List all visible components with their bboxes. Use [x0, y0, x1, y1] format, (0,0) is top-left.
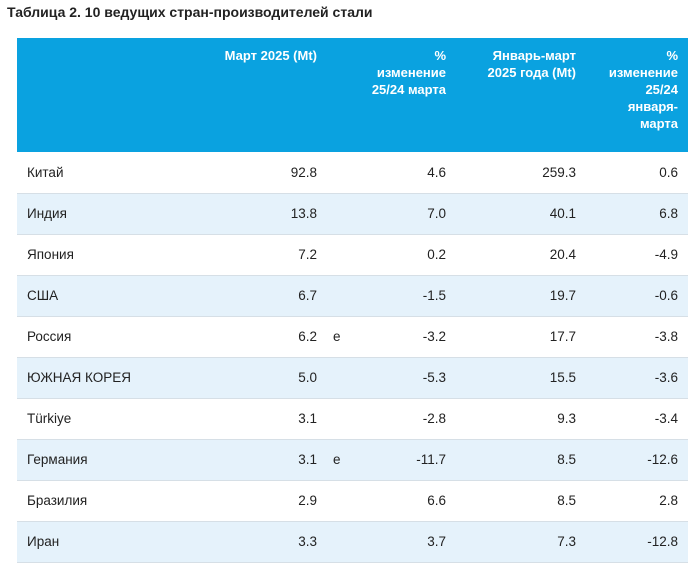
- cell-pct-jan-march: -12.8: [586, 521, 688, 563]
- cell-flag: [327, 480, 359, 522]
- table-caption: Таблица 2. 10 ведущих стран-производител…: [7, 4, 373, 20]
- cell-jan-march: 7.3: [456, 521, 586, 563]
- cell-pct-march: 4.6: [359, 152, 456, 194]
- table-row: США 6.7 -1.5 19.7 -0.6: [17, 275, 688, 317]
- cell-march: 3.3: [177, 521, 327, 563]
- cell-pct-jan-march: 0.6: [586, 152, 688, 194]
- cell-pct-march: 7.0: [359, 193, 456, 235]
- table-row: Бразилия 2.9 6.6 8.5 2.8: [17, 480, 688, 522]
- cell-jan-march: 259.3: [456, 152, 586, 194]
- cell-country: ЮЖНАЯ КОРЕЯ: [17, 357, 177, 399]
- cell-march: 92.8: [177, 152, 327, 194]
- cell-country: Бразилия: [17, 480, 177, 522]
- cell-flag: [327, 357, 359, 399]
- cell-flag: [327, 275, 359, 317]
- table-row: Китай 92.8 4.6 259.3 0.6: [17, 152, 688, 194]
- table-row: Индия 13.8 7.0 40.1 6.8: [17, 193, 688, 235]
- cell-jan-march: 19.7: [456, 275, 586, 317]
- cell-flag: e: [327, 439, 359, 481]
- cell-country: Россия: [17, 316, 177, 358]
- cell-country: Япония: [17, 234, 177, 276]
- cell-flag: [327, 152, 359, 194]
- cell-country: США: [17, 275, 177, 317]
- header-pct-jan-march: % изменение 25/24 января-марта: [608, 48, 678, 131]
- cell-jan-march: 8.5: [456, 480, 586, 522]
- cell-jan-march: 8.5: [456, 439, 586, 481]
- cell-pct-jan-march: -3.6: [586, 357, 688, 399]
- cell-flag: [327, 193, 359, 235]
- cell-country: Иран: [17, 521, 177, 563]
- cell-pct-jan-march: -12.6: [586, 439, 688, 481]
- cell-jan-march: 15.5: [456, 357, 586, 399]
- cell-pct-march: -3.2: [359, 316, 456, 358]
- cell-jan-march: 20.4: [456, 234, 586, 276]
- table-row: Германия 3.1 e -11.7 8.5 -12.6: [17, 439, 688, 481]
- table-row: Иран 3.3 3.7 7.3 -12.8: [17, 521, 688, 563]
- cell-flag: [327, 521, 359, 563]
- table-row: Япония 7.2 0.2 20.4 -4.9: [17, 234, 688, 276]
- cell-country: Индия: [17, 193, 177, 235]
- cell-pct-march: -2.8: [359, 398, 456, 440]
- cell-jan-march: 40.1: [456, 193, 586, 235]
- cell-pct-jan-march: -4.9: [586, 234, 688, 276]
- cell-jan-march: 9.3: [456, 398, 586, 440]
- table-row: ЮЖНАЯ КОРЕЯ 5.0 -5.3 15.5 -3.6: [17, 357, 688, 399]
- cell-flag: [327, 398, 359, 440]
- cell-march: 5.0: [177, 357, 327, 399]
- steel-producers-table: Март 2025 (Mt) % изменение 25/24 марта Я…: [17, 38, 688, 563]
- cell-march: 7.2: [177, 234, 327, 276]
- cell-pct-march: 6.6: [359, 480, 456, 522]
- header-pct-march: % изменение 25/24 марта: [371, 48, 446, 97]
- cell-country: Германия: [17, 439, 177, 481]
- cell-march: 2.9: [177, 480, 327, 522]
- header-march: Март 2025 (Mt): [224, 48, 317, 63]
- cell-pct-jan-march: -0.6: [586, 275, 688, 317]
- cell-jan-march: 17.7: [456, 316, 586, 358]
- cell-march: 3.1: [177, 439, 327, 481]
- cell-pct-jan-march: 6.8: [586, 193, 688, 235]
- cell-pct-march: -5.3: [359, 357, 456, 399]
- cell-pct-jan-march: -3.4: [586, 398, 688, 440]
- cell-country: Türkiye: [17, 398, 177, 440]
- table-row: Россия 6.2 e -3.2 17.7 -3.8: [17, 316, 688, 358]
- table-row: Türkiye 3.1 -2.8 9.3 -3.4: [17, 398, 688, 440]
- cell-march: 3.1: [177, 398, 327, 440]
- cell-pct-jan-march: -3.8: [586, 316, 688, 358]
- header-jan-march: Январь-март 2025 года (Mt): [487, 48, 576, 80]
- cell-march: 6.7: [177, 275, 327, 317]
- cell-flag: e: [327, 316, 359, 358]
- cell-march: 13.8: [177, 193, 327, 235]
- cell-country: Китай: [17, 152, 177, 194]
- header-flag: [327, 38, 359, 152]
- cell-pct-jan-march: 2.8: [586, 480, 688, 522]
- cell-pct-march: 3.7: [359, 521, 456, 563]
- cell-march: 6.2: [177, 316, 327, 358]
- cell-flag: [327, 234, 359, 276]
- cell-pct-march: -11.7: [359, 439, 456, 481]
- cell-pct-march: 0.2: [359, 234, 456, 276]
- header-country: [17, 38, 177, 152]
- cell-pct-march: -1.5: [359, 275, 456, 317]
- table-header-row: Март 2025 (Mt) % изменение 25/24 марта Я…: [17, 38, 688, 152]
